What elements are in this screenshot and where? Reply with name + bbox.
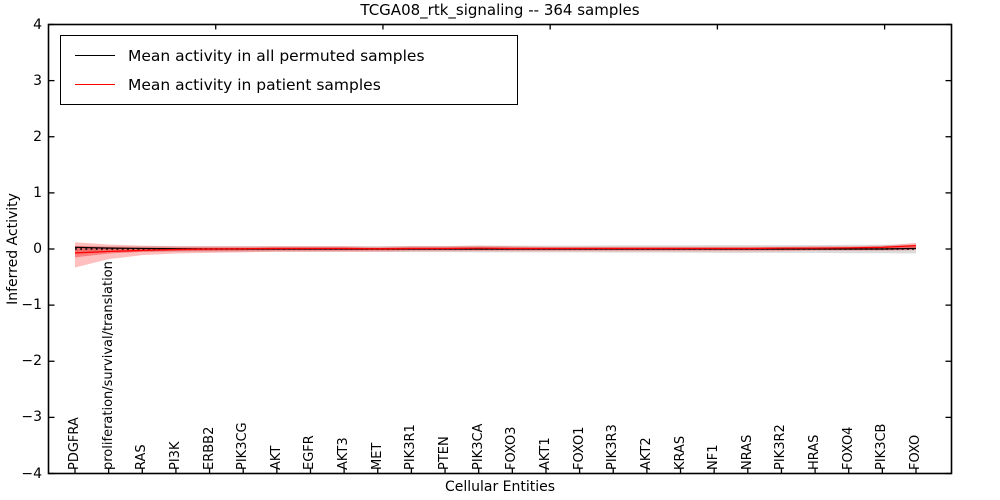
y-tick-label: 1: [33, 184, 42, 201]
chart-title: TCGA08_rtk_signaling -- 364 samples: [360, 1, 640, 19]
x-tick-label-foxo: FOXO: [908, 434, 923, 470]
y-tick-label: −1: [21, 297, 42, 314]
x-tick-label-akt3: AKT3: [336, 437, 352, 470]
legend-line-red-icon: [75, 84, 115, 85]
x-tick-label-pten: PTEN: [437, 436, 453, 470]
y-tick-label: 4: [33, 16, 42, 33]
y-tick-label: 2: [33, 128, 42, 145]
x-tick-label-pdgfra: PDGFRA: [67, 417, 82, 470]
y-tick-label: −4: [21, 465, 42, 482]
x-tick-label-egfr: EGFR: [302, 435, 318, 470]
x-tick-label-akt: AKT: [268, 445, 284, 470]
series-mean-activity-in-patient-samples: [74, 244, 917, 254]
x-tick-label-kras: KRAS: [672, 435, 688, 470]
x-tick-label-foxo4: FOXO4: [840, 426, 856, 470]
x-tick-label-nf1: NF1: [706, 444, 722, 470]
x-tick-label-proliferation-survival-translation: proliferation/survival/translation: [100, 261, 116, 470]
legend-label-patient: Mean activity in patient samples: [128, 75, 381, 94]
x-tick-label-foxo1: FOXO1: [571, 426, 587, 470]
x-tick-label-akt1: AKT1: [537, 437, 553, 470]
x-tick-label-pik3r1: PIK3R1: [403, 424, 419, 470]
y-tick-label: 3: [33, 72, 42, 89]
legend-label-permuted: Mean activity in all permuted samples: [128, 46, 425, 65]
x-tick-label-pik3ca: PIK3CA: [470, 423, 486, 470]
x-tick-label-pik3r2: PIK3R2: [773, 424, 789, 470]
y-tick-label: 0: [33, 241, 42, 257]
x-tick-label-pik3cg: PIK3CG: [235, 422, 251, 470]
legend-entry-permuted: Mean activity in all permuted samples: [61, 41, 517, 70]
x-axis-label: Cellular Entities: [444, 479, 556, 495]
y-tick-label: −2: [21, 353, 42, 370]
x-tick-label-erbb2: ERBB2: [201, 426, 217, 470]
x-tick-label-hras: HRAS: [807, 434, 823, 470]
x-tick-label-met: MET: [369, 442, 385, 470]
x-tick-label-pik3r3: PIK3R3: [605, 424, 621, 470]
legend: Mean activity in all permuted samples Me…: [60, 35, 518, 105]
y-tick-label: −3: [21, 409, 42, 426]
x-tick-label-akt2: AKT2: [638, 437, 654, 470]
x-tick-label-pik3cb: PIK3CB: [874, 423, 890, 470]
x-tick-label-nras: NRAS: [739, 434, 755, 470]
x-tick-label-pi3k: PI3K: [167, 441, 183, 470]
legend-line-black-icon: [75, 55, 115, 56]
x-tick-label-ras: RAS: [134, 444, 150, 470]
legend-entry-patient: Mean activity in patient samples: [61, 70, 517, 99]
x-tick-label-foxo3: FOXO3: [504, 426, 520, 470]
